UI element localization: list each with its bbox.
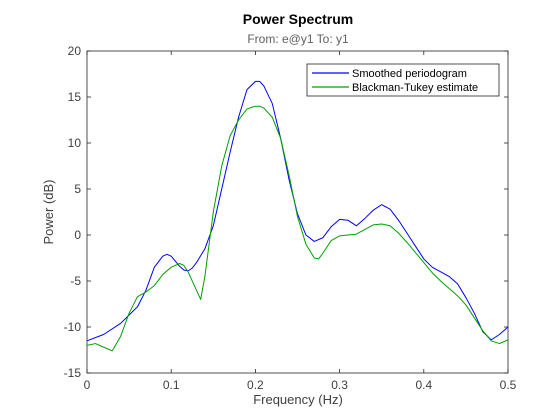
chart-title: Power Spectrum — [243, 11, 353, 27]
y-tick-label: -5 — [70, 274, 81, 288]
chart-subtitle: From: e@y1 To: y1 — [247, 32, 349, 46]
legend-label-1: Blackman-Tukey estimate — [352, 82, 478, 94]
series-line-1 — [86, 105, 509, 352]
y-tick-label: 10 — [68, 136, 82, 150]
y-tick-label: 0 — [74, 228, 81, 242]
x-tick-label: 0.2 — [247, 378, 264, 392]
x-tick-label: 0.1 — [163, 378, 180, 392]
x-axis-label: Frequency (Hz) — [253, 392, 343, 407]
y-axis-label: Power (dB) — [41, 179, 56, 244]
x-tick-label: 0.4 — [415, 378, 432, 392]
y-tick-label: 20 — [68, 44, 82, 58]
legend-label-0: Smoothed periodogram — [352, 68, 467, 80]
y-tick-label: -10 — [64, 320, 82, 334]
y-tick-label: -15 — [64, 366, 82, 380]
x-tick-label: 0.5 — [500, 378, 517, 392]
y-tick-label: 15 — [68, 90, 82, 104]
plot-area: 0 0.1 0.2 0.3 0.4 0.5 -15 -10 -5 0 5 10 15 20 — [64, 44, 517, 392]
x-tick-label: 0 — [84, 378, 91, 392]
x-tick-label: 0.3 — [331, 378, 348, 392]
legend-box — [306, 63, 500, 97]
legend: Smoothed periodogram Blackman-Tukey estim… — [306, 63, 500, 97]
y-tick-label: 5 — [74, 182, 81, 196]
